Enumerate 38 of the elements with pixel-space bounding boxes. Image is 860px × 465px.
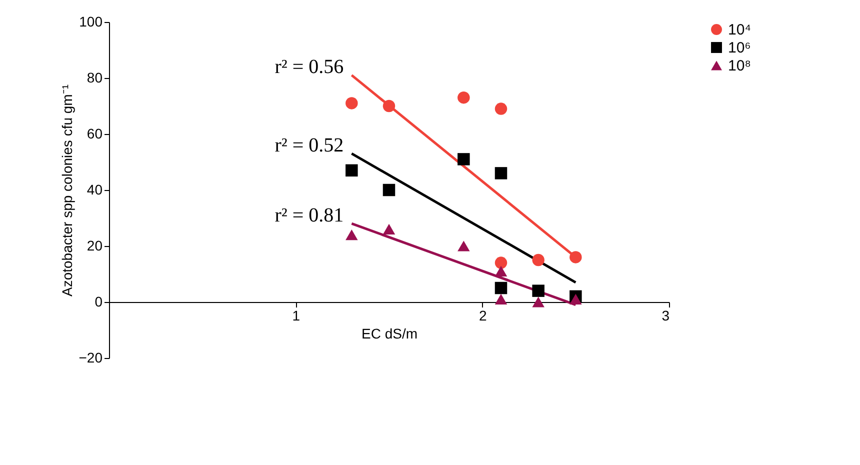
y-tick-label: 80 [86,70,103,86]
y-tick-label: 20 [86,238,103,254]
y-tick-label: 0 [94,294,103,310]
point [494,266,508,277]
point [458,91,470,104]
point [494,102,508,115]
point [346,229,358,240]
point [346,97,358,110]
point [532,254,544,266]
y-tick-label: −20 [78,350,103,366]
point [532,284,544,297]
x-tick-label: 3 [662,308,670,324]
annotation: r² = 0.52 [274,134,344,157]
point [382,100,396,112]
annotation: r² = 0.56 [274,56,344,78]
point [570,251,582,264]
x-axis-title: EC dS/m [361,326,418,342]
point [382,224,396,235]
point [532,296,544,308]
point [494,294,508,305]
point [458,240,470,252]
point [570,294,582,305]
y-axis-title: Azotobacter spp colonies cfu gm⁻¹ [58,84,75,296]
legend-label: 10⁶ [728,40,751,56]
point [494,256,508,269]
point [382,184,396,196]
x-tick-label: 2 [478,308,487,324]
y-tick-label: 60 [86,126,103,142]
annotation: r² = 0.81 [274,204,344,227]
y-tick-label: 100 [79,14,103,30]
point [458,153,470,166]
point [346,164,358,177]
point [494,282,508,294]
y-tick-label: 40 [86,182,103,198]
legend-label: 10⁸ [728,58,752,74]
legend-label: 10⁴ [728,22,752,38]
point [494,167,508,180]
x-tick-label: 1 [292,308,300,324]
